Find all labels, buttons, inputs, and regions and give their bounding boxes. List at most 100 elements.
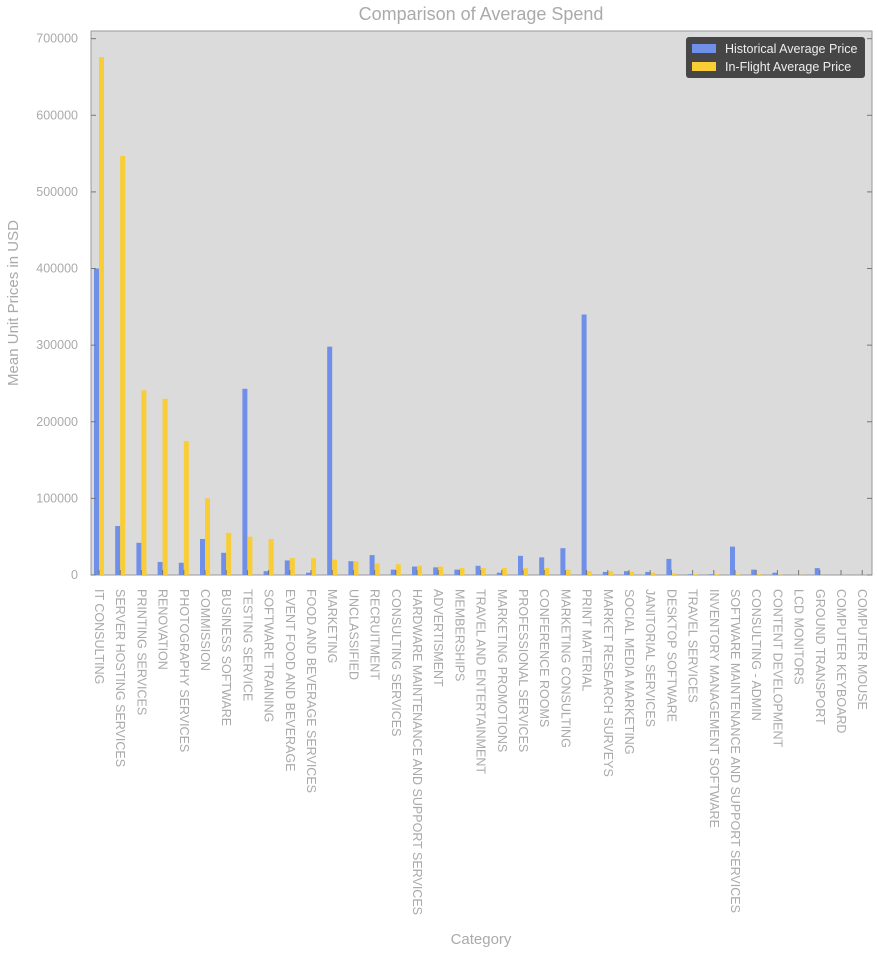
x-tick-label: UNCLASSIFIED (346, 589, 360, 680)
x-tick-label: PHOTOGRAPHY SERVICES (177, 589, 191, 752)
bar-in-flight (99, 57, 104, 575)
bar-historical (814, 568, 820, 575)
x-tick-label: MARKETING PROMOTIONS (495, 589, 509, 752)
bar-in-flight (735, 574, 740, 575)
x-axis-label: Category (451, 931, 512, 948)
bar-historical (560, 548, 566, 575)
bar-historical (263, 571, 269, 575)
bar-in-flight (565, 569, 571, 575)
bar-in-flight (480, 568, 486, 575)
x-tick-label: CONTENT DEVELOPMENT (770, 589, 784, 747)
bar-historical (115, 525, 121, 575)
bar-historical (539, 557, 545, 575)
bar-in-flight (289, 558, 295, 575)
y-tick-label: 200000 (36, 415, 78, 429)
bar-historical (687, 574, 693, 575)
bar-historical (306, 572, 311, 575)
bar-historical (348, 561, 354, 575)
x-axis: IT CONSULTING SERVER HOSTING SERVICES PRIN… (92, 570, 869, 915)
x-tick-label: TRAVEL SERVICES (686, 589, 700, 703)
bar-in-flight (523, 568, 528, 575)
x-tick-label: HARDWARE MAINTENANCE AND SUPPORT SERVICE… (410, 589, 424, 915)
y-tick-label: 100000 (36, 491, 78, 505)
bar-historical (518, 555, 523, 575)
y-tick-label: 700000 (36, 32, 78, 46)
bar-in-flight (544, 568, 550, 575)
x-tick-label: SERVER HOSTING SERVICES (113, 589, 127, 767)
chart-title: Comparison of Average Spend (359, 4, 604, 24)
x-tick-label: PRINT MATERIAL (580, 589, 594, 691)
bar-historical (602, 571, 608, 575)
bar-historical (221, 552, 227, 575)
bar-in-flight (586, 571, 592, 575)
bar-in-flight (374, 563, 380, 575)
x-tick-label: PROFESSIONAL SERVICES (516, 589, 530, 752)
x-tick-label: DESKTOP SOFTWARE (664, 589, 678, 722)
x-tick-label: BUSINESS SOFTWARE (219, 589, 233, 726)
x-tick-label: MEMBERSHIPS (452, 589, 466, 681)
x-tick-label: FOOD AND BEVERAGE SERVICES (304, 589, 318, 793)
x-tick-label: TESTING SERVICE (240, 589, 254, 701)
bar-historical (94, 268, 99, 575)
bar-historical (327, 346, 333, 575)
y-axis-label: Mean Unit Prices in USD (5, 220, 22, 386)
bar-in-flight (650, 572, 656, 575)
bar-historical (157, 561, 163, 575)
x-tick-label: CONSULTING - ADMIN (749, 589, 763, 721)
y-tick-label: 0 (71, 568, 78, 582)
legend: Historical Average Price In-Flight Averag… (686, 37, 865, 78)
bar-historical (581, 314, 587, 575)
plot-area (90, 30, 873, 576)
bar-in-flight (332, 559, 338, 575)
bar-historical (284, 560, 290, 575)
legend-box (686, 37, 865, 78)
y-tick-label: 300000 (36, 338, 78, 352)
bar-historical (645, 571, 651, 575)
y-axis: 0 100000 200000 300000 400000 500000 600000 700… (36, 32, 872, 582)
bar-historical (708, 574, 714, 575)
x-tick-label: MARKET RESEARCH SURVEYS (601, 589, 615, 777)
bar-in-flight (268, 538, 274, 575)
bar-in-flight (417, 565, 422, 575)
bar-in-flight (183, 440, 189, 575)
y-tick-label: 500000 (36, 185, 78, 199)
bar-in-flight (713, 574, 719, 575)
y-tick-label: 600000 (36, 108, 78, 122)
bar-historical (369, 555, 375, 575)
legend-label: In-Flight Average Price (725, 60, 851, 74)
bar-historical (412, 566, 417, 575)
bar-in-flight (226, 532, 232, 575)
bar-in-flight (607, 571, 613, 575)
bar-in-flight (247, 536, 253, 575)
x-tick-label: SOFTWARE MAINTENANCE AND SUPPORT SERVICE… (728, 589, 742, 913)
bar-in-flight (459, 568, 465, 575)
x-tick-label: RECRUITMENT (368, 589, 382, 680)
legend-label: Historical Average Price (725, 42, 858, 56)
bar-in-flight (756, 574, 762, 575)
bar-in-flight (205, 498, 210, 575)
x-tick-label: TRAVEL AND ENTERTAINMENT (474, 589, 488, 774)
bar-historical (454, 569, 460, 575)
y-tick-label: 400000 (36, 262, 78, 276)
bar-historical (624, 571, 629, 575)
bar-historical (751, 569, 757, 575)
x-tick-label: PRINTING SERVICES (134, 589, 148, 715)
bar-in-flight (311, 558, 316, 575)
x-tick-label: INVENTORY MANAGEMENT SOFTWARE (707, 589, 721, 828)
bar-historical (772, 572, 778, 575)
x-tick-label: ADVERTISMENT (431, 589, 445, 687)
x-tick-label: MARKETING (325, 589, 339, 663)
bar-in-flight (141, 390, 147, 575)
bar-in-flight (353, 561, 359, 575)
bar-historical (666, 558, 672, 575)
x-tick-label: EVENT FOOD AND BEVERAGE (283, 589, 297, 771)
bar-in-flight (671, 573, 677, 575)
x-tick-label: JANITORIAL SERVICES (643, 589, 657, 727)
bar-in-flight (629, 571, 634, 575)
bar-historical (200, 538, 205, 575)
x-tick-label: CONSULTING SERVICES (389, 589, 403, 737)
x-tick-label: LCD MONITORS (792, 589, 806, 685)
bar-historical (136, 542, 142, 575)
bar-in-flight (438, 566, 444, 575)
